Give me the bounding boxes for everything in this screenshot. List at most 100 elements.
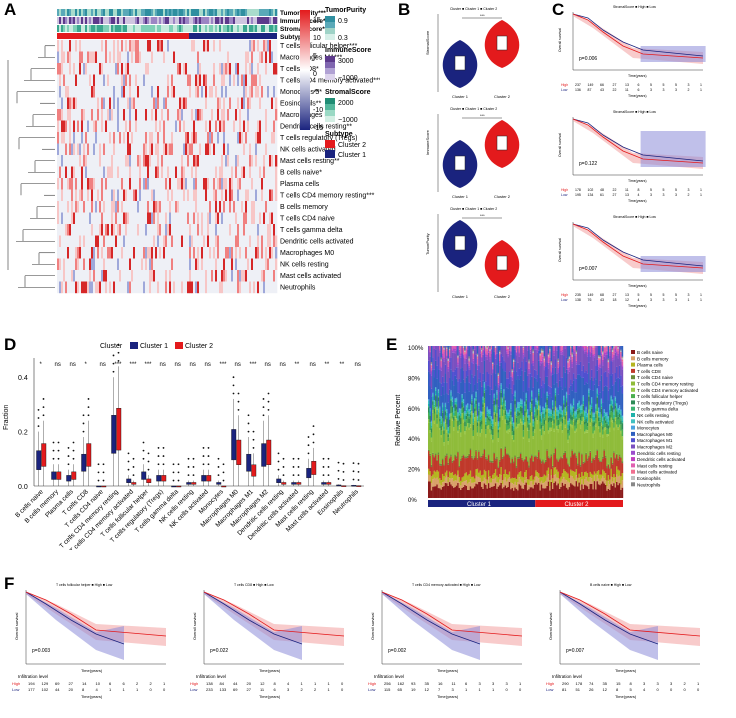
stacked-segment: [461, 401, 464, 404]
stacked-segment: [460, 413, 462, 416]
heatmap-cell: [121, 132, 124, 144]
heatmap-cell: [127, 120, 130, 133]
stacked-segment: [483, 387, 486, 391]
heatmap-cell: [191, 143, 194, 156]
heatmap-cell: [69, 143, 72, 156]
stacked-segment: [486, 460, 489, 480]
stacked-segment: [532, 436, 535, 439]
heatmap-cell: [215, 40, 218, 52]
box-legend-c1: Cluster 1: [140, 343, 168, 350]
heatmap-cell: [125, 132, 128, 144]
stacked-segment: [525, 456, 528, 471]
heatmap-cell: [189, 143, 192, 156]
stacked-segment: [492, 474, 494, 480]
annotation-cell: [85, 9, 88, 16]
heatmap-cell: [99, 178, 102, 190]
heatmap-cell: [189, 40, 192, 52]
stacked-segment: [454, 403, 457, 405]
stacked-segment: [475, 363, 477, 392]
risk-cell-low: 76: [588, 298, 592, 302]
heatmap-cell: [101, 201, 104, 213]
stacked-segment: [482, 474, 484, 482]
stacked-segment: [476, 426, 479, 433]
heatmap-cell: [267, 201, 270, 213]
heatmap-cell: [243, 247, 246, 259]
heatmap-cell: [95, 132, 98, 144]
heatmap-cell: [179, 247, 182, 259]
stacked-segment: [504, 410, 507, 416]
stacked-segment: [535, 417, 537, 421]
stacked-segment: [479, 348, 482, 350]
heatmap-cell: [131, 258, 134, 271]
heatmap-cell: [273, 166, 276, 179]
stacked-segment: [450, 399, 452, 401]
stacked-segment: [504, 362, 507, 372]
stacked-segment: [479, 432, 482, 437]
heatmap-cell: [227, 120, 230, 133]
stacked-segment: [525, 401, 528, 405]
stacked-segment: [465, 406, 468, 410]
heatmap-cell: [105, 247, 108, 259]
heatmap-cell: [215, 212, 218, 225]
risk-cell-high: 178: [575, 188, 581, 192]
stacked-segment: [529, 415, 532, 423]
heatmap-cell: [71, 247, 74, 259]
heatmap-cell: [203, 51, 206, 64]
heatmap-cell: [85, 258, 88, 271]
heatmap-cell: [229, 97, 232, 110]
heatmap-cell: [245, 109, 248, 121]
heatmap-cell: [181, 40, 184, 52]
heatmap-cell: [267, 258, 270, 271]
heatmap-cell: [77, 74, 80, 87]
stacked-segment: [532, 387, 535, 400]
heatmap-cell: [119, 74, 122, 87]
stacked-segment: [429, 352, 431, 357]
heatmap-cell: [87, 270, 90, 282]
stacked-segment: [473, 346, 476, 347]
panel-label-e: E: [386, 335, 398, 354]
stacked-segment: [440, 465, 443, 481]
heatmap-cell: [133, 247, 136, 259]
heatmap-cell: [187, 109, 190, 121]
box-outlier: [337, 478, 340, 480]
heatmap-cell: [267, 178, 270, 190]
heatmap-cell: [135, 132, 138, 144]
heatmap-cell: [131, 40, 134, 52]
stacked-segment: [440, 359, 443, 361]
risk-cell-low: 2: [688, 88, 690, 92]
stacked-segment: [429, 346, 431, 352]
heatmap-cell: [203, 212, 206, 225]
heatmap-cell: [105, 155, 108, 167]
heatmap-cell: [141, 40, 144, 52]
heatmap-cell: [77, 270, 80, 282]
heatmap-cell: [131, 235, 134, 248]
box-outlier: [232, 376, 235, 379]
heatmap-cell: [271, 178, 274, 190]
heatmap-cell: [189, 155, 192, 167]
stacked-segment: [428, 481, 430, 498]
heatmap-cell: [59, 74, 62, 87]
heatmap-cell: [143, 258, 146, 271]
heatmap-cell: [227, 189, 230, 202]
box-outlier: [232, 384, 235, 387]
heatmap-cell: [123, 201, 126, 213]
stacked-segment: [462, 454, 465, 456]
heatmap-cell: [167, 120, 170, 133]
heatmap-cell: [135, 40, 138, 52]
box-outlier: [82, 422, 85, 425]
annotation-cell: [77, 9, 80, 16]
heatmap-cell: [87, 224, 90, 236]
annotation-cell: [57, 25, 60, 32]
heatmap-cell: [231, 120, 234, 133]
heatmap-cell: [195, 109, 198, 121]
heatmap-cell: [197, 120, 200, 133]
stacked-segment: [507, 348, 509, 351]
stacked-segment: [478, 408, 480, 411]
heatmap-cell: [77, 155, 80, 167]
stacked-segment: [497, 377, 500, 383]
stacked-segment: [451, 462, 454, 473]
heatmap-cell: [63, 166, 66, 179]
heatmap-cell: [247, 201, 250, 213]
survival-curve-low: [572, 118, 704, 162]
heatmap-cell: [129, 247, 132, 259]
